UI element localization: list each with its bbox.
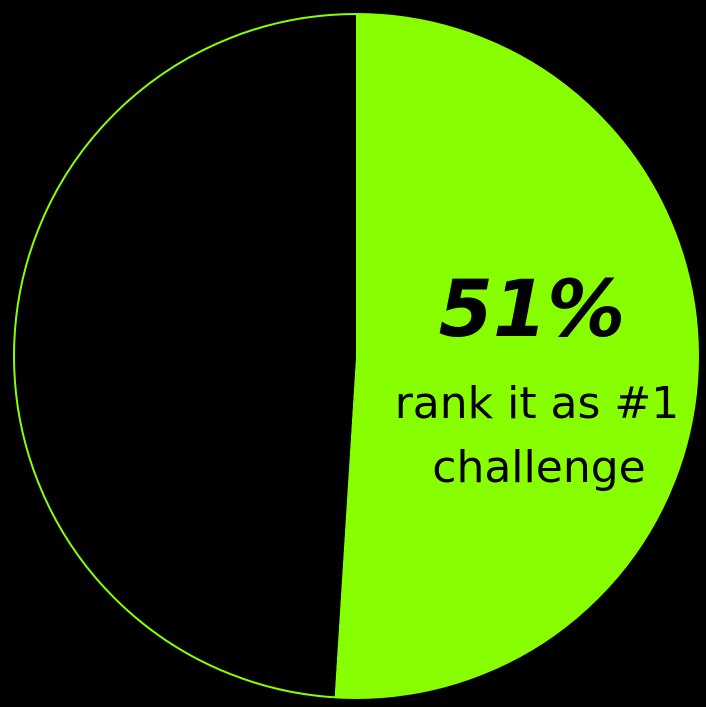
caption-line-2: challenge <box>432 442 645 493</box>
caption-line-1: rank it as #1 <box>395 378 680 429</box>
pie-slice-1 <box>334 14 699 698</box>
pie-slices <box>14 14 699 698</box>
pie-slice-2 <box>14 14 357 698</box>
percentage-label: 51% <box>439 265 626 355</box>
pie-outline <box>13 13 699 699</box>
